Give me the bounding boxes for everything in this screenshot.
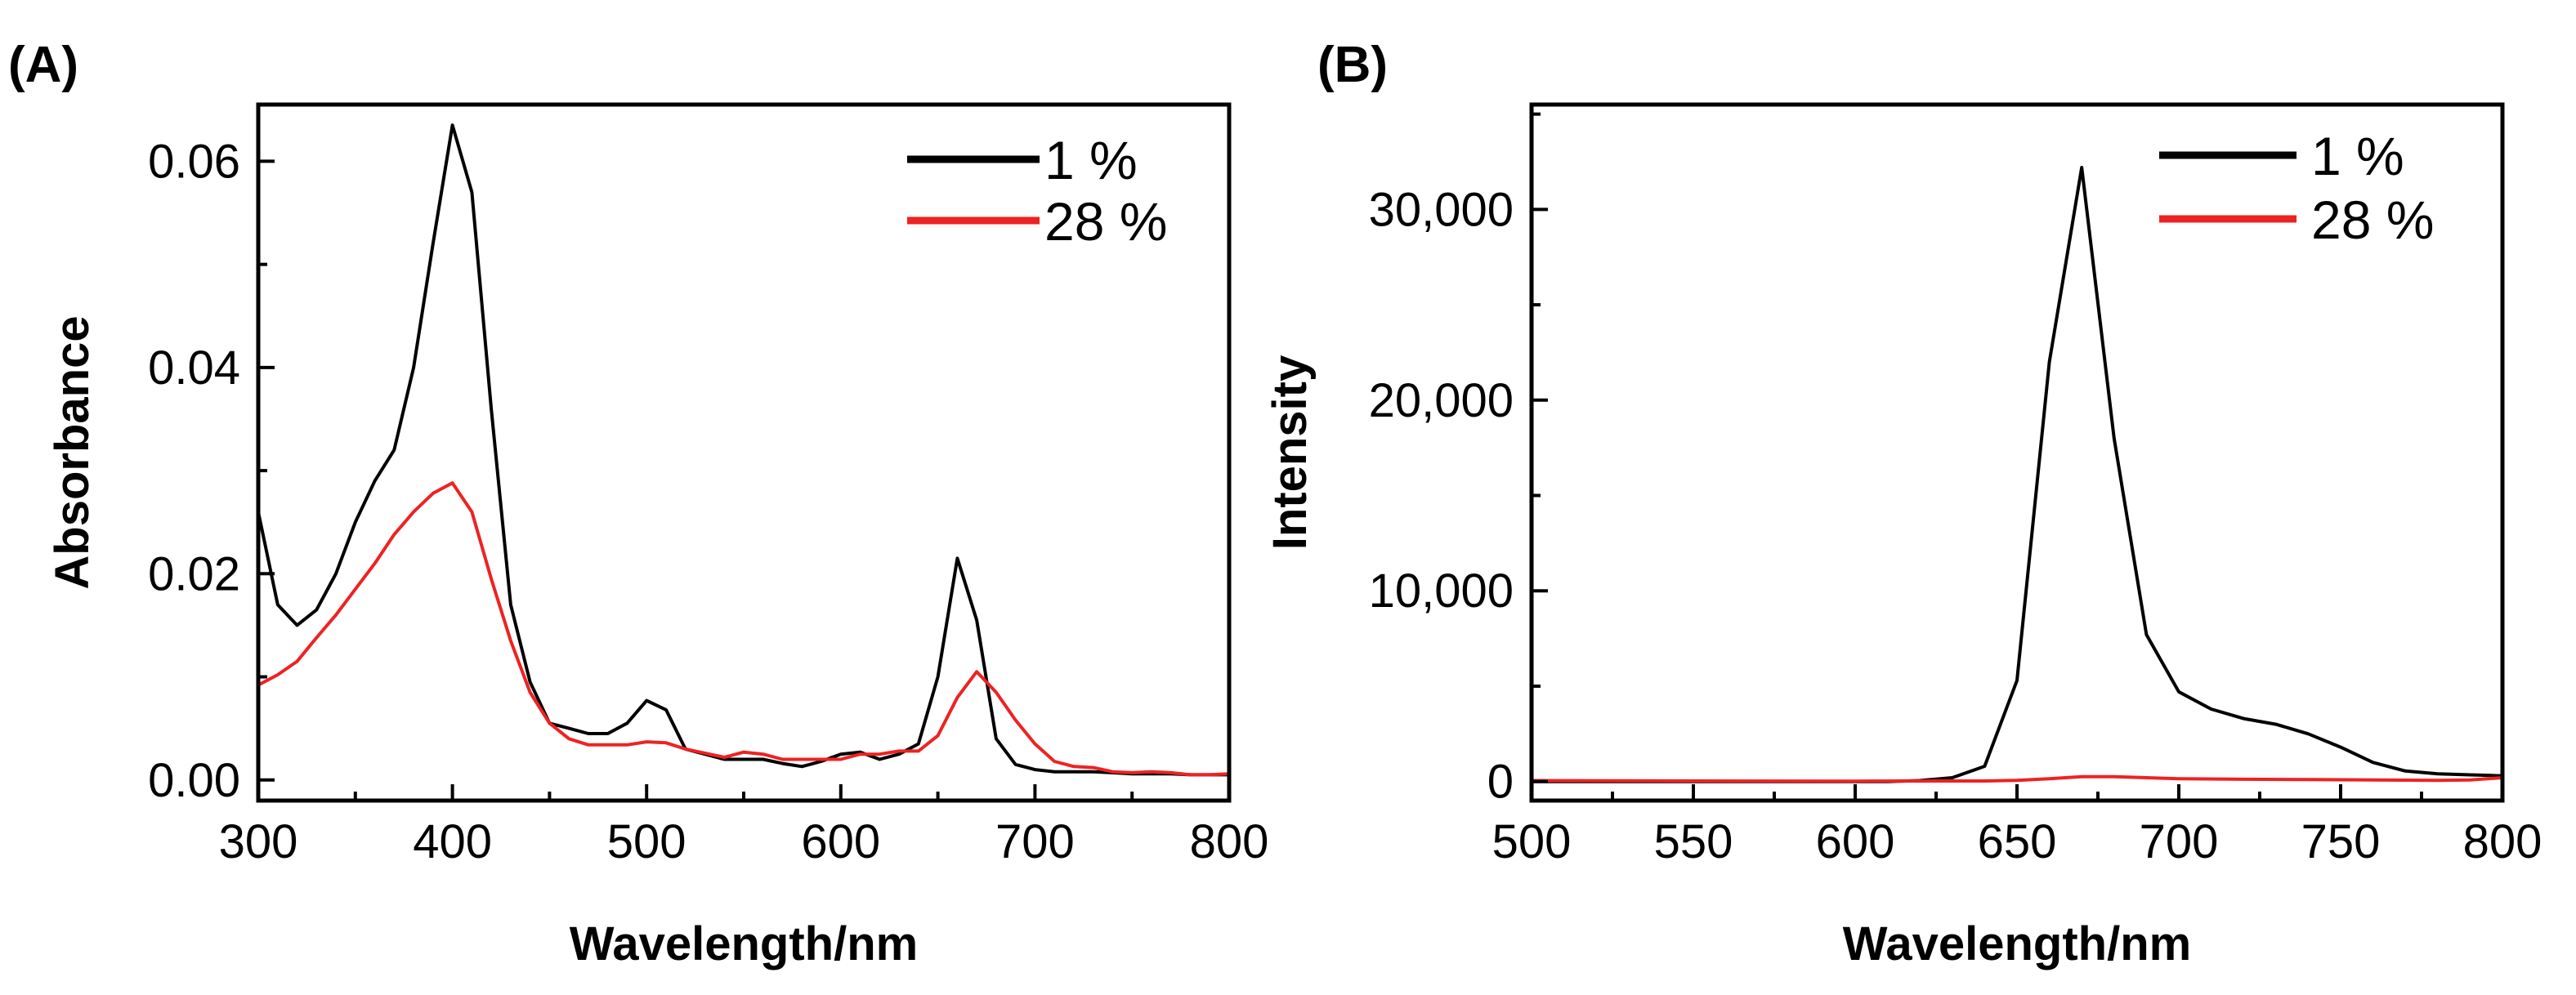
panel-b-ticks: 500 550 600 650 700 750 800 0 10,000 20,000 30,000 <box>1369 112 2542 868</box>
panel-b-y-tick-label: 20,000 <box>1369 374 1514 427</box>
panel-a-series-line-28pct <box>257 481 1230 777</box>
panel-b-x-tick-label: 750 <box>2301 815 2381 868</box>
panel-a-y-axis-title: Absorbance <box>46 315 99 589</box>
panel-b-x-tick-label: 700 <box>2140 815 2219 868</box>
legend-label-a-1pct: 1 % <box>1044 130 1138 190</box>
legend-label-a-28pct: 28 % <box>1044 191 1167 252</box>
panel-b-x-tick-label: 650 <box>1978 815 2057 868</box>
panel-b-x-tick-label: 550 <box>1654 815 1733 868</box>
panel-a-y-tick-label: 0.04 <box>148 341 240 395</box>
panel-a-x-tick-label: 400 <box>413 815 492 868</box>
panel-b-series-line-1pct <box>1532 166 2503 783</box>
panel-label-a: (A) <box>8 37 78 93</box>
panel-b-series <box>1531 166 2503 783</box>
panel-label-b: (B) <box>1317 37 1388 93</box>
panel-a-absorbance-chart: (A) 300 400 500 600 700 800 0.00 0.02 0.04 0.06 1… <box>8 37 1268 970</box>
panel-b-x-tick-label: 600 <box>1816 815 1895 868</box>
panel-a-series <box>257 123 1230 777</box>
panel-a-ticks: 300 400 500 600 700 800 0.00 0.02 0.04 0.06 <box>148 135 1268 868</box>
panel-b-x-tick-label: 800 <box>2463 815 2542 868</box>
panel-b-x-axis-title: Wavelength/nm <box>1843 917 2191 970</box>
panel-a-y-tick-label: 0.02 <box>148 547 240 600</box>
panel-b-legend: 1 % 28 % <box>2159 126 2434 250</box>
panel-b-y-axis-title: Intensity <box>1263 355 1317 551</box>
panel-a-x-tick-label: 500 <box>607 815 686 868</box>
panel-a-x-tick-label: 600 <box>801 815 880 868</box>
legend-label-b-1pct: 1 % <box>2311 126 2404 186</box>
panel-a-x-axis-title: Wavelength/nm <box>570 917 918 970</box>
panel-b-y-tick-label: 10,000 <box>1369 564 1514 618</box>
panel-b-intensity-chart: (B) 500 550 600 650 700 750 800 0 10,000 20,000 30… <box>1263 37 2542 970</box>
panel-a-x-tick-label: 700 <box>995 815 1075 868</box>
panel-b-series-line-28pct <box>1531 774 2503 783</box>
panel-b-x-tick-label: 500 <box>1492 815 1572 868</box>
panel-b-y-tick-label: 0 <box>1487 756 1514 809</box>
panel-a-series-line-1pct <box>257 123 1229 777</box>
panel-a-legend: 1 % 28 % <box>907 130 1167 252</box>
panel-a-x-tick-label: 300 <box>219 815 298 868</box>
panel-a-y-tick-label: 0.00 <box>148 754 240 807</box>
panel-a-x-tick-label: 800 <box>1190 815 1269 868</box>
panel-a-y-tick-label: 0.06 <box>148 135 240 188</box>
legend-label-b-28pct: 28 % <box>2311 190 2434 250</box>
panel-b-y-tick-label: 30,000 <box>1369 183 1514 236</box>
